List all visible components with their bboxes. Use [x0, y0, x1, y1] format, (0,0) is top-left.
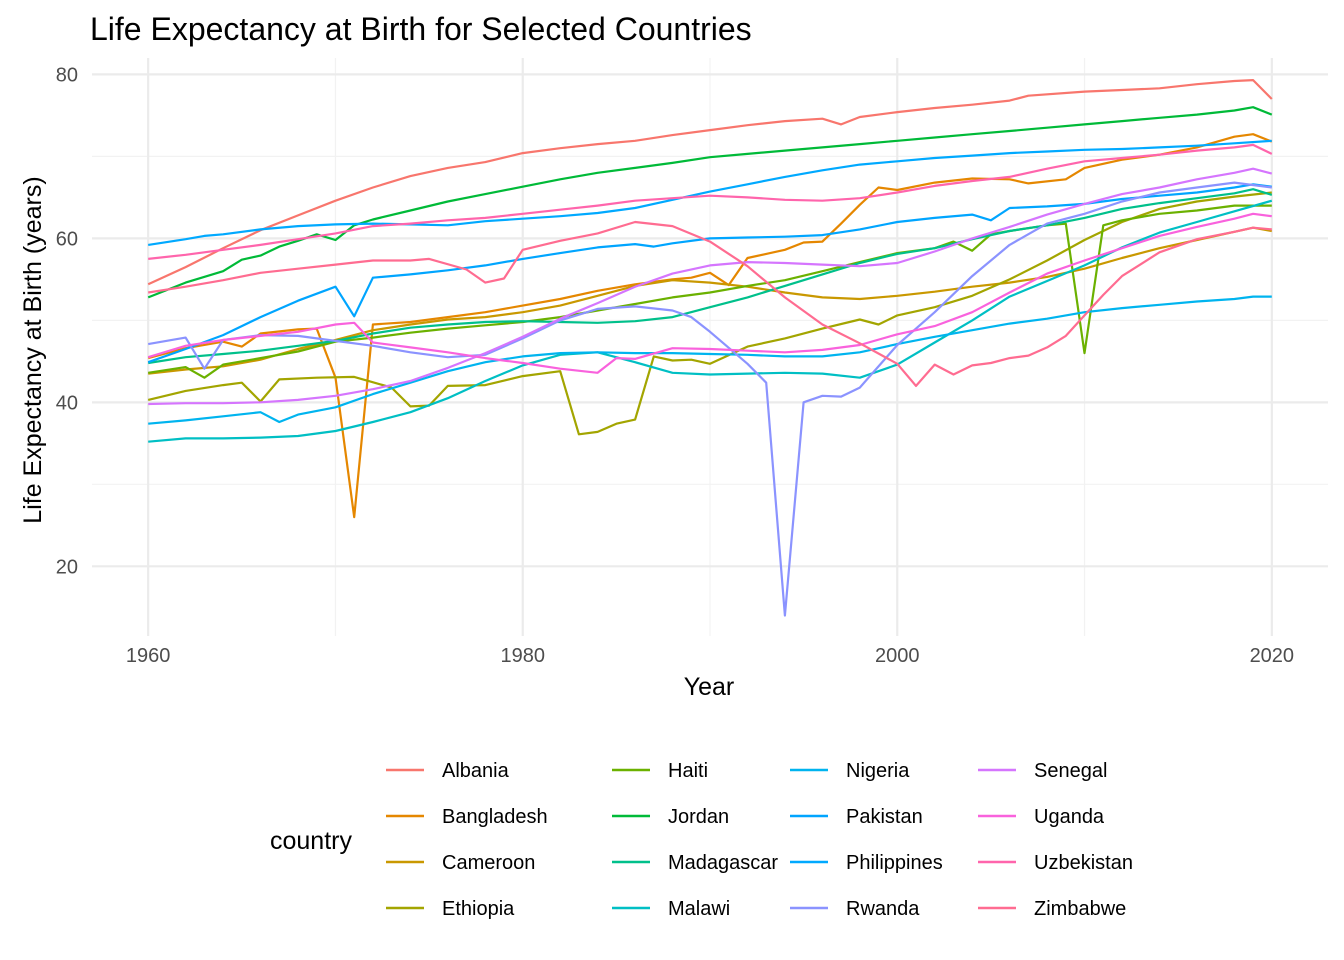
legend-label-ethiopia: Ethiopia — [442, 898, 515, 920]
x-axis-label: Year — [684, 673, 735, 701]
plot-lines — [147, 79, 1273, 617]
legend-label-senegal: Senegal — [1034, 760, 1107, 782]
legend-label-rwanda: Rwanda — [846, 898, 920, 920]
x-tick-label: 1960 — [126, 645, 171, 667]
x-tick-label: 2020 — [1250, 645, 1295, 667]
legend-label-albania: Albania — [442, 760, 510, 782]
y-tick-label: 40 — [56, 392, 78, 414]
legend-label-pakistan: Pakistan — [846, 806, 923, 828]
series-line-senegal — [148, 167, 1273, 406]
legend-label-zimbabwe: Zimbabwe — [1034, 898, 1126, 920]
legend-label-bangladesh: Bangladesh — [442, 806, 548, 828]
legend-label-cameroon: Cameroon — [442, 852, 535, 874]
series-line-zimbabwe — [148, 220, 1272, 387]
legend-label-uzbekistan: Uzbekistan — [1034, 852, 1133, 874]
x-tick-label: 2000 — [875, 645, 920, 667]
legend-label-madagascar: Madagascar — [668, 852, 778, 874]
x-tick-label: 1980 — [500, 645, 545, 667]
legend-label-uganda: Uganda — [1034, 806, 1105, 828]
legend-label-jordan: Jordan — [668, 806, 729, 828]
series-line-philippines — [148, 139, 1272, 246]
series-line-uzbekistan — [148, 143, 1273, 260]
series-line-nigeria — [148, 295, 1272, 425]
legend: country Albania Bangladesh Cameroon Ethiopi… — [270, 760, 1133, 920]
series-line-uganda — [147, 212, 1272, 374]
series-line-malawi — [148, 199, 1273, 443]
grid — [92, 58, 1328, 636]
y-tick-label: 80 — [56, 64, 78, 86]
legend-label-haiti: Haiti — [668, 760, 708, 782]
y-tick-label: 60 — [56, 228, 78, 250]
series-line-jordan — [147, 106, 1273, 299]
series-line-pakistan — [147, 183, 1272, 364]
legend-label-nigeria: Nigeria — [846, 760, 910, 782]
legend-label-malawi: Malawi — [668, 898, 730, 920]
series-line-albania — [147, 79, 1273, 286]
y-axis-label: Life Expectancy at Birth (years) — [19, 176, 47, 523]
series-line-rwanda — [148, 181, 1272, 617]
legend-label-philippines: Philippines — [846, 852, 943, 874]
legend-title: country — [270, 827, 352, 855]
series-line-cameroon — [148, 226, 1272, 375]
series-line-ethiopia — [147, 191, 1272, 436]
chart-title: Life Expectancy at Birth for Selected Co… — [90, 11, 752, 47]
y-tick-label: 20 — [56, 556, 78, 578]
series-line-madagascar — [148, 188, 1273, 365]
